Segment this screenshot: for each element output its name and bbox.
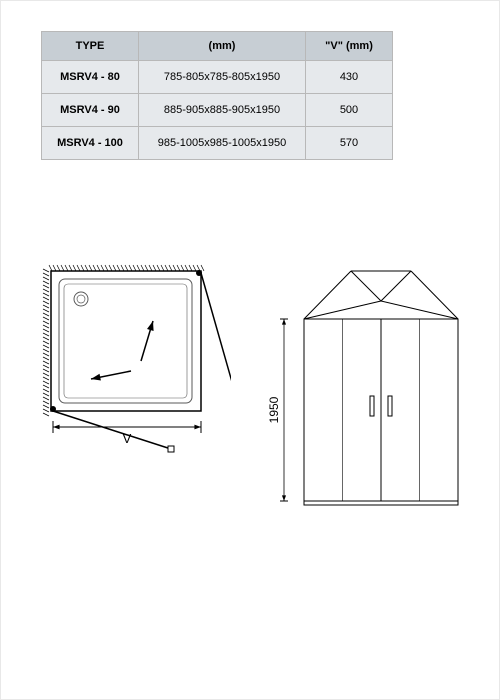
cell-mm: 785-805x785-805x1950 [139, 61, 306, 94]
cell-mm: 885-905x885-905x1950 [139, 94, 306, 127]
page: TYPE (mm) "V" (mm) MSRV4 - 80 785-805x78… [0, 0, 500, 700]
spec-table: TYPE (mm) "V" (mm) MSRV4 - 80 785-805x78… [41, 31, 393, 160]
cell-v: 570 [306, 127, 393, 160]
plan-diagram: V [31, 261, 231, 481]
elevation-diagram: 1950 [266, 231, 476, 541]
svg-text:1950: 1950 [267, 396, 281, 423]
cell-v: 430 [306, 61, 393, 94]
cell-type: MSRV4 - 100 [42, 127, 139, 160]
cell-type: MSRV4 - 80 [42, 61, 139, 94]
table-row: MSRV4 - 100 985-1005x985-1005x1950 570 [42, 127, 393, 160]
table-row: MSRV4 - 80 785-805x785-805x1950 430 [42, 61, 393, 94]
table-row: MSRV4 - 90 885-905x885-905x1950 500 [42, 94, 393, 127]
cell-v: 500 [306, 94, 393, 127]
diagrams-area: V 1950 [1, 261, 499, 699]
col-header-mm: (mm) [139, 32, 306, 61]
table-header-row: TYPE (mm) "V" (mm) [42, 32, 393, 61]
col-header-type: TYPE [42, 32, 139, 61]
svg-text:V: V [123, 431, 132, 446]
cell-type: MSRV4 - 90 [42, 94, 139, 127]
cell-mm: 985-1005x985-1005x1950 [139, 127, 306, 160]
col-header-v: "V" (mm) [306, 32, 393, 61]
